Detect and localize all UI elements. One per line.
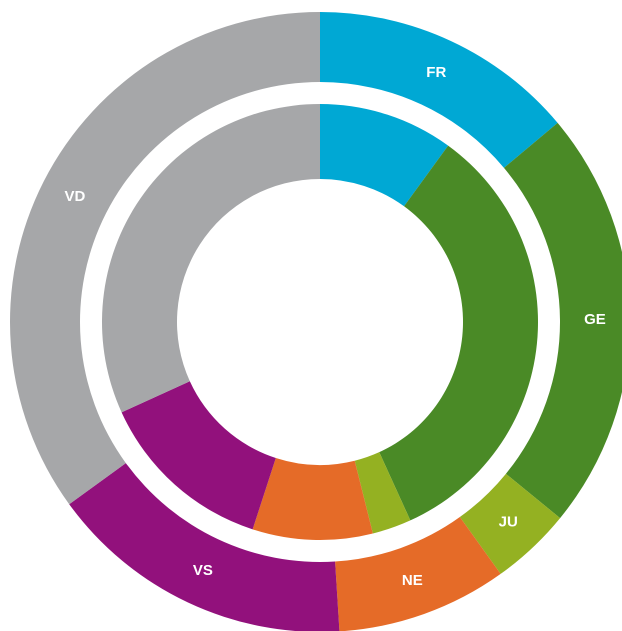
donut-segment	[335, 517, 501, 631]
segment-label: GE	[584, 311, 606, 328]
donut-segment	[320, 104, 449, 207]
donut-segment	[69, 463, 340, 631]
donut-segment	[503, 122, 622, 519]
segment-label: FR	[426, 64, 446, 81]
donut-segment	[252, 458, 373, 540]
donut-segment	[459, 473, 561, 574]
donut-segment	[320, 12, 558, 168]
donut-segment	[121, 381, 276, 530]
segment-label: VS	[193, 562, 213, 579]
donut-segment	[102, 104, 320, 413]
segment-label: NE	[402, 572, 423, 589]
segment-label: VD	[65, 188, 86, 205]
donut-segment	[10, 12, 320, 505]
donut-segment	[379, 145, 538, 521]
segment-label: JU	[499, 513, 518, 530]
donut-segment	[354, 452, 411, 534]
